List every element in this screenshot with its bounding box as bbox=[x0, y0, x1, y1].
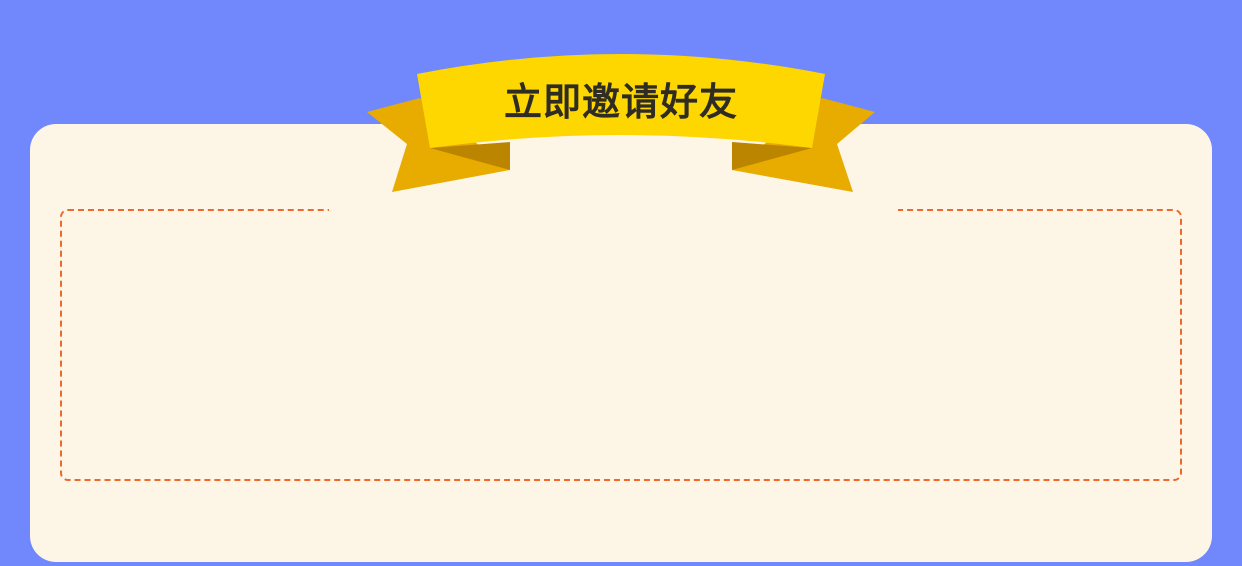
ribbon-title: 立即邀请好友 bbox=[503, 80, 738, 124]
ribbon-left-fold bbox=[430, 142, 510, 170]
invite-content-frame bbox=[60, 209, 1182, 481]
ribbon-shape bbox=[367, 54, 875, 192]
frame-gap bbox=[329, 204, 898, 218]
invite-card bbox=[30, 124, 1212, 562]
invite-ribbon-banner: 立即邀请好友 bbox=[365, 52, 877, 197]
ribbon-front bbox=[417, 54, 825, 148]
ribbon-right-fold bbox=[732, 142, 812, 170]
